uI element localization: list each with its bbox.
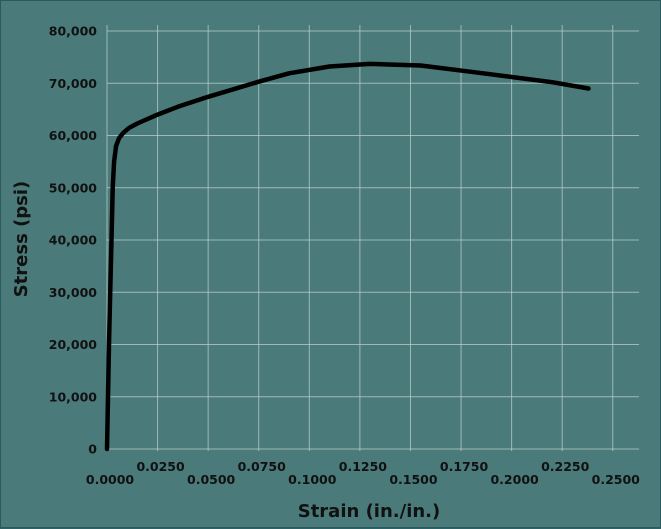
series-group (104, 61, 591, 452)
x-tick-label: 0.0250 (136, 459, 185, 474)
x-tick-label: 0.2000 (490, 472, 539, 487)
y-tick-label: 20,000 (49, 337, 98, 352)
y-axis-title: Stress (psi) (11, 181, 32, 298)
y-tick-label: 50,000 (49, 180, 98, 195)
y-tick-label: 70,000 (49, 76, 98, 91)
y-tick-label: 60,000 (49, 128, 98, 143)
x-tick-label: 0.1500 (389, 472, 438, 487)
grid-lines (106, 25, 639, 451)
y-tick-label: 80,000 (49, 24, 98, 39)
x-tick-label: 0.2250 (541, 459, 590, 474)
x-axis-title: Strain (in./in.) (298, 501, 441, 522)
y-tick-label: 30,000 (49, 285, 98, 300)
x-tick-label: 0.1000 (288, 472, 337, 487)
y-tick-label: 40,000 (49, 233, 98, 248)
x-tick-label: 0.1750 (440, 459, 489, 474)
x-tick-label: 0.0500 (187, 472, 236, 487)
x-tick-label: 0.1250 (339, 459, 388, 474)
stress-strain-line (104, 61, 591, 452)
x-tick-label: 0.0000 (86, 472, 135, 487)
x-tick-label: 0.2500 (592, 472, 641, 487)
y-tick-label: 10,000 (49, 389, 98, 404)
y-tick-label: 0 (88, 442, 97, 457)
x-tick-label: 0.0750 (238, 459, 287, 474)
y-tick-labels: 0 10,000 20,000 30,000 40,000 50,000 60,000 70,… (49, 24, 98, 457)
x-tick-labels: 0.00000.02500.05000.07500.10000.12500.15… (86, 459, 640, 487)
